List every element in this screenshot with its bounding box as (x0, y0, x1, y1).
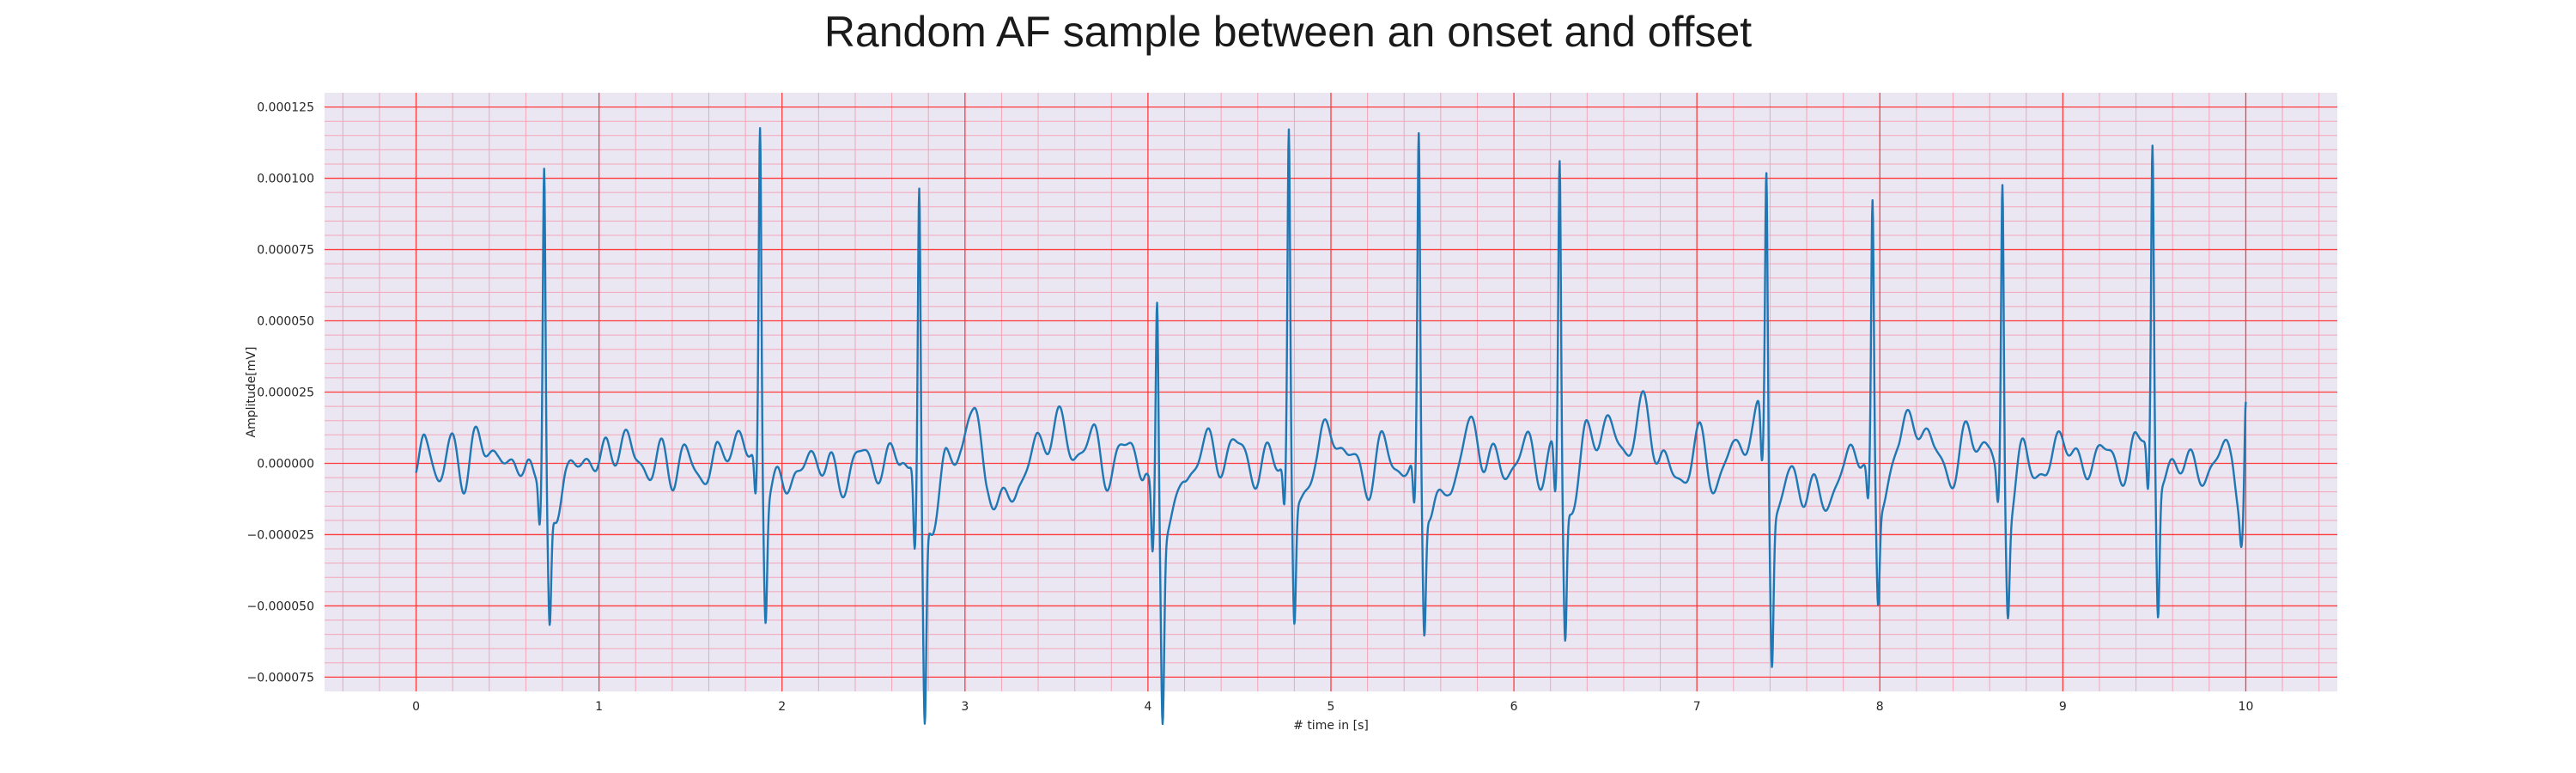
y-tick-label: −0.000025 (246, 528, 314, 542)
y-axis-ticks: −0.000075 −0.000050 −0.000025 0.000000 0.000… (246, 101, 314, 685)
y-tick-label: 0.000125 (257, 101, 314, 115)
x-tick-label: 6 (1510, 700, 1518, 714)
x-tick-label: 1 (595, 700, 603, 714)
x-tick-label: 8 (1876, 700, 1884, 714)
y-tick-label: 0.000025 (257, 386, 314, 400)
x-tick-label: 5 (1327, 700, 1335, 714)
x-tick-label: 9 (2059, 700, 2067, 714)
y-tick-label: 0.000100 (257, 173, 314, 186)
y-tick-label: 0.000050 (257, 315, 314, 329)
x-tick-label: 4 (1144, 700, 1151, 714)
x-tick-label: 2 (778, 700, 786, 714)
y-tick-label: −0.000075 (246, 671, 314, 685)
chart-title: Random AF sample between an onset and of… (823, 8, 1753, 56)
major-gridlines (325, 93, 2337, 691)
y-axis-label: Amplitude[mV] (245, 347, 258, 438)
x-axis-ticks: 0 1 2 3 4 5 6 7 8 9 10 (412, 700, 2253, 714)
x-tick-label: 3 (961, 700, 969, 714)
y-tick-label: 0.000000 (257, 457, 314, 471)
x-tick-label: 0 (412, 700, 420, 714)
y-tick-label: −0.000050 (246, 600, 314, 613)
x-tick-label: 7 (1693, 700, 1701, 714)
y-tick-label: 0.000075 (257, 244, 314, 258)
x-axis-label: # time in [s] (1293, 719, 1369, 733)
x-tick-label: 10 (2239, 700, 2254, 714)
ecg-signal-line (415, 127, 2247, 726)
